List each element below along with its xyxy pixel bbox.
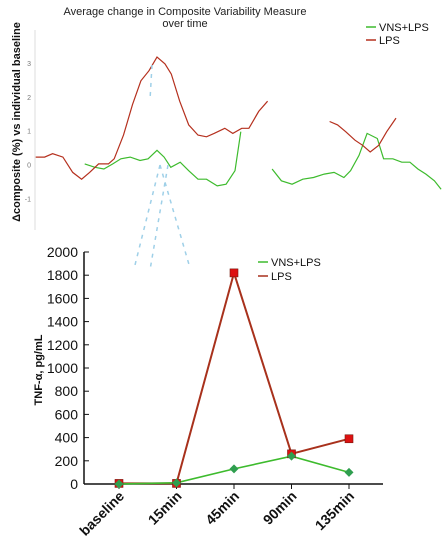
- bottom-point-lps: [229, 268, 239, 278]
- top-y-tick-label: 0: [27, 163, 31, 170]
- top-y-tick-label: 3: [27, 61, 31, 68]
- overlay-dash-2: [149, 164, 169, 271]
- overlay-dash-1: [134, 164, 161, 266]
- top-chart-title-part1: Average change in Composite Variability …: [64, 6, 307, 18]
- bottom-y-tick-label: 1400: [47, 314, 78, 330]
- top-chart-title-part2: over time: [162, 18, 207, 30]
- top-series-line-vns-lps-seg1: [84, 131, 242, 187]
- bottom-point-vns-lps: [172, 478, 181, 488]
- top-y-tick-label: 2: [27, 95, 31, 102]
- overlay-dashes: [134, 64, 191, 271]
- bottom-x-tick-label: 15min: [145, 488, 185, 528]
- bottom-series-line-lps: [119, 269, 350, 485]
- bottom-point-lps: [344, 434, 354, 444]
- top-chart: Average change in Composite Variability …: [11, 6, 442, 230]
- bottom-y-tick-label: 1000: [47, 360, 78, 376]
- top-y-tick-label: 1: [27, 129, 31, 136]
- bottom-point-vns-lps: [344, 467, 354, 477]
- bottom-legend-label: VNS+LPS: [271, 257, 321, 269]
- bottom-chart-ylabel: TNF-α, pg/mL: [33, 334, 45, 405]
- overlay-dash-3: [159, 164, 191, 269]
- bottom-x-tick-label: baseline: [76, 488, 127, 539]
- bottom-x-tick-label: 45min: [202, 488, 242, 528]
- bottom-point-vns-lps: [287, 451, 296, 461]
- bottom-chart: TNF-α, pg/mL 0 200 400 600 800 1000 1200 1400 16…: [33, 244, 383, 539]
- bottom-point-vns-lps: [229, 464, 239, 474]
- top-legend-label: VNS+LPS: [379, 22, 429, 34]
- bottom-y-tick-label: 200: [55, 453, 79, 469]
- top-series-line-lps-seg2: [329, 117, 397, 153]
- bottom-x-tick-label: 135min: [312, 488, 357, 533]
- bottom-legend-label: LPS: [271, 271, 292, 283]
- top-series-line-vns-lps-seg2: [271, 132, 442, 190]
- bottom-y-tick-label: 2000: [47, 244, 78, 260]
- bottom-y-tick-label: 1600: [47, 290, 78, 306]
- bottom-x-tick-label: 90min: [260, 488, 300, 528]
- top-y-tick-label: -1: [25, 196, 31, 203]
- top-chart-ylabel: Δcomposite (%) vs individual baseline: [11, 22, 23, 222]
- bottom-y-tick-label: 400: [55, 430, 79, 446]
- overlay-dash-4: [149, 64, 153, 101]
- top-series-line-lps-seg1: [35, 56, 269, 180]
- top-legend-label: LPS: [379, 35, 400, 47]
- bottom-y-tick-label: 1800: [47, 267, 78, 283]
- bottom-point-vns-lps: [114, 479, 124, 489]
- top-chart-title-line1: Average change in Composite Variability …: [64, 6, 307, 30]
- bottom-y-tick-label: 800: [55, 383, 79, 399]
- bottom-y-tick-label: 1200: [47, 337, 78, 353]
- bottom-y-tick-label: 600: [55, 406, 79, 422]
- bottom-y-tick-label: 0: [70, 476, 78, 492]
